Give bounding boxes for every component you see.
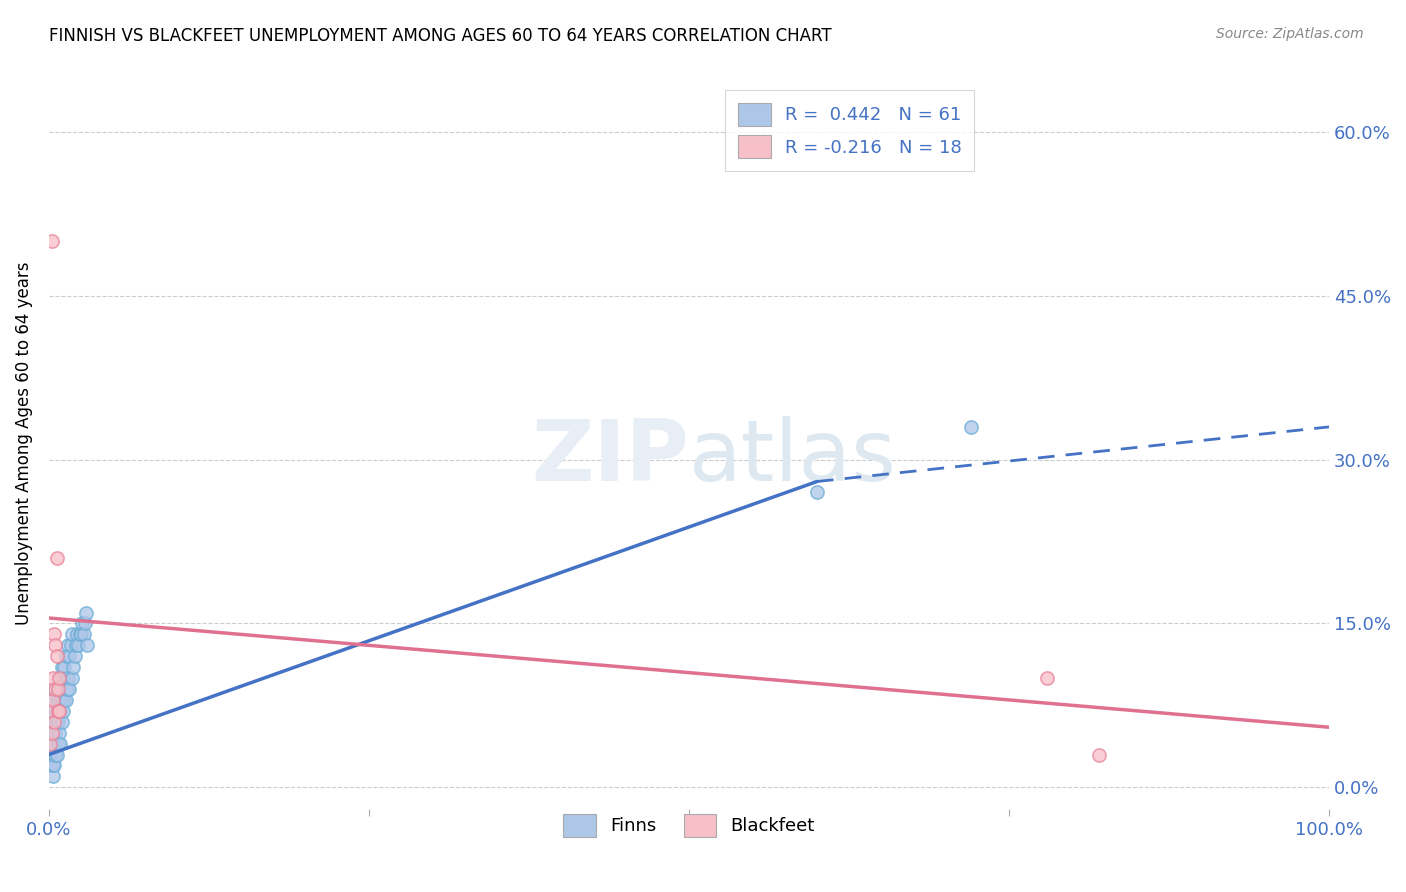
Point — [72, 616, 94, 631]
Point — [48, 704, 70, 718]
Point — [51, 714, 73, 729]
Legend: Finns, Blackfeet: Finns, Blackfeet — [555, 806, 823, 844]
Point — [806, 485, 828, 500]
Point — [44, 681, 66, 696]
Point — [55, 693, 77, 707]
Point — [41, 758, 63, 772]
Point — [42, 693, 65, 707]
Point — [39, 725, 62, 739]
Point — [39, 737, 62, 751]
Point — [58, 649, 80, 664]
Point — [52, 671, 75, 685]
Point — [59, 638, 82, 652]
Point — [72, 627, 94, 641]
Point — [60, 627, 83, 641]
Point — [45, 649, 67, 664]
Point — [42, 671, 65, 685]
Point — [42, 758, 65, 772]
Point — [42, 693, 65, 707]
Point — [56, 681, 79, 696]
Point — [44, 725, 66, 739]
Point — [41, 234, 63, 248]
Text: FINNISH VS BLACKFEET UNEMPLOYMENT AMONG AGES 60 TO 64 YEARS CORRELATION CHART: FINNISH VS BLACKFEET UNEMPLOYMENT AMONG … — [49, 27, 832, 45]
Point — [46, 714, 69, 729]
Point — [42, 725, 65, 739]
Point — [46, 681, 69, 696]
Point — [42, 769, 65, 783]
Point — [41, 725, 63, 739]
Text: Source: ZipAtlas.com: Source: ZipAtlas.com — [1216, 27, 1364, 41]
Point — [46, 737, 69, 751]
Point — [48, 693, 70, 707]
Point — [62, 660, 84, 674]
Point — [51, 693, 73, 707]
Y-axis label: Unemployment Among Ages 60 to 64 years: Unemployment Among Ages 60 to 64 years — [15, 261, 32, 625]
Point — [42, 704, 65, 718]
Point — [53, 660, 76, 674]
Point — [69, 627, 91, 641]
Point — [46, 704, 69, 718]
Point — [65, 638, 87, 652]
Point — [48, 671, 70, 685]
Point — [45, 747, 67, 762]
Point — [42, 737, 65, 751]
Point — [67, 638, 90, 652]
Point — [63, 649, 86, 664]
Point — [58, 681, 80, 696]
Point — [56, 671, 79, 685]
Point — [48, 725, 70, 739]
Point — [42, 737, 65, 751]
Point — [44, 747, 66, 762]
Text: ZIP: ZIP — [531, 417, 689, 500]
Point — [44, 681, 66, 696]
Point — [46, 681, 69, 696]
Point — [45, 693, 67, 707]
Point — [76, 638, 98, 652]
Point — [49, 671, 72, 685]
Point — [45, 714, 67, 729]
Point — [959, 420, 981, 434]
Point — [41, 714, 63, 729]
Point — [42, 714, 65, 729]
Point — [44, 704, 66, 718]
Point — [53, 693, 76, 707]
Point — [39, 704, 62, 718]
Point — [55, 649, 77, 664]
Point — [1087, 747, 1109, 762]
Point — [52, 704, 75, 718]
Point — [73, 616, 96, 631]
Point — [39, 747, 62, 762]
Text: atlas: atlas — [689, 417, 897, 500]
Point — [49, 737, 72, 751]
Point — [75, 606, 97, 620]
Point — [70, 627, 93, 641]
Point — [49, 704, 72, 718]
Point — [42, 758, 65, 772]
Point — [51, 660, 73, 674]
Point — [45, 551, 67, 566]
Point — [41, 704, 63, 718]
Point — [66, 627, 89, 641]
Point — [41, 737, 63, 751]
Point — [44, 638, 66, 652]
Point — [42, 714, 65, 729]
Point — [56, 638, 79, 652]
Point — [1036, 671, 1059, 685]
Point — [60, 671, 83, 685]
Point — [42, 627, 65, 641]
